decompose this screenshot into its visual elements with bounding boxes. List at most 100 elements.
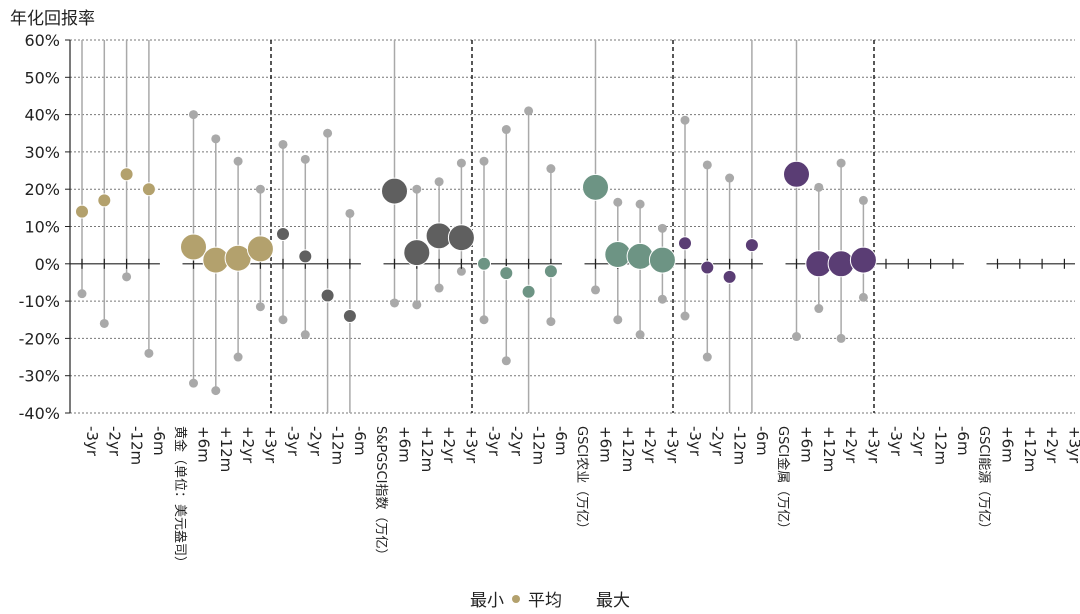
min-point [434, 283, 444, 293]
avg-bubble [849, 246, 877, 274]
max-point [814, 182, 824, 192]
min-point [122, 272, 132, 282]
max-point [702, 160, 712, 170]
x-tick-label: +3yr [261, 426, 279, 464]
max-point [613, 197, 623, 207]
min-point [702, 352, 712, 362]
x-tick-label: +12m [217, 426, 235, 472]
group-label: GSCI农业（万亿） [574, 426, 589, 535]
avg-bubble [298, 249, 313, 264]
x-tick-label: +6m [396, 426, 414, 463]
avg-bubble [141, 182, 156, 197]
x-tick-label: +6m [597, 426, 615, 463]
x-tick-label: +12m [619, 426, 637, 472]
x-tick-label: +2yr [842, 426, 860, 464]
max-point [211, 134, 221, 144]
x-tick-label: +2yr [1043, 426, 1061, 464]
y-tick-label: -30% [19, 367, 60, 386]
min-point [144, 348, 154, 358]
max-point [412, 184, 422, 194]
avg-bubble [320, 288, 335, 303]
x-tick-label: -6m [954, 426, 972, 456]
x-tick-label: +3yr [462, 426, 480, 464]
avg-bubble [626, 242, 654, 270]
x-tick-label: +12m [1021, 426, 1039, 472]
min-point [657, 294, 667, 304]
x-tick-label: -2yr [708, 426, 726, 457]
max-point [680, 115, 690, 125]
x-tick-label: +6m [195, 426, 213, 463]
x-tick-label: -3yr [887, 426, 905, 457]
y-tick-label: 50% [24, 68, 60, 87]
avg-bubble [381, 177, 408, 205]
x-tick-label: -12m [731, 426, 749, 465]
max-point [725, 173, 735, 183]
y-tick-label: 10% [24, 218, 60, 237]
max-point [479, 156, 489, 166]
legend-item-min: 最小 [470, 591, 504, 611]
max-point [434, 177, 444, 187]
group-label: GSCI能源（万亿） [976, 426, 991, 535]
legend: 最小 平均 最大 [470, 586, 630, 611]
y-tick-label: -20% [19, 329, 60, 348]
avg-bubble [276, 226, 290, 241]
y-tick-label: -40% [19, 404, 60, 423]
x-tick-label: -3yr [686, 426, 704, 457]
min-point [613, 315, 623, 325]
max-point [858, 195, 868, 205]
min-point [255, 302, 265, 312]
max-point [524, 106, 534, 116]
y-axis-title: 年化回报率 [10, 9, 95, 29]
x-tick-label: +2yr [239, 426, 257, 464]
legend-item-max: 最大 [596, 591, 630, 611]
x-tick-label: +12m [418, 426, 436, 472]
min-point [546, 317, 556, 327]
x-tick-label: -12m [932, 426, 950, 465]
min-point [456, 266, 466, 276]
min-point [591, 285, 600, 295]
x-tick-label: -2yr [507, 426, 525, 457]
max-point [300, 154, 310, 164]
legend-item-avg: 平均 [528, 591, 562, 611]
min-point [858, 292, 868, 302]
min-point [792, 332, 801, 342]
max-point [345, 208, 355, 218]
avg-bubble [744, 238, 759, 253]
min-point [278, 315, 288, 325]
avg-bubble [543, 264, 558, 279]
x-tick-label: -6m [150, 426, 168, 456]
y-tick-label: 30% [24, 143, 60, 162]
x-tick-label: +6m [999, 426, 1017, 463]
max-point [635, 199, 645, 209]
x-tick-label: +12m [820, 426, 838, 472]
min-point [635, 330, 645, 340]
max-point [255, 184, 265, 194]
max-point [189, 110, 198, 120]
y-tick-label: 20% [24, 180, 60, 199]
y-tick-label: 60% [24, 31, 60, 50]
max-point [323, 128, 333, 138]
min-point [99, 318, 109, 328]
avg-bubble [180, 233, 207, 261]
x-tick-label: +3yr [1065, 426, 1080, 464]
group-label: S&PGSCI指数（万亿） [373, 426, 388, 561]
min-point [390, 298, 399, 308]
group-label: GSCI金属（万亿） [775, 426, 791, 535]
avg-bubble [75, 204, 89, 219]
max-point [836, 158, 846, 168]
avg-bubble [119, 167, 134, 182]
avg-bubble [447, 224, 475, 252]
min-point [211, 386, 221, 396]
x-tick-label: -12m [329, 426, 347, 465]
x-tick-label: +6m [798, 426, 816, 463]
max-point [501, 125, 511, 135]
avg-bubble [648, 246, 676, 274]
x-tick-label: -2yr [909, 426, 927, 457]
x-tick-label: -2yr [105, 426, 123, 457]
min-point [189, 378, 198, 388]
x-tick-label: -3yr [284, 426, 302, 457]
min-point [479, 315, 489, 325]
avg-bubble [722, 269, 737, 284]
min-point [233, 352, 243, 362]
max-point [456, 158, 466, 168]
